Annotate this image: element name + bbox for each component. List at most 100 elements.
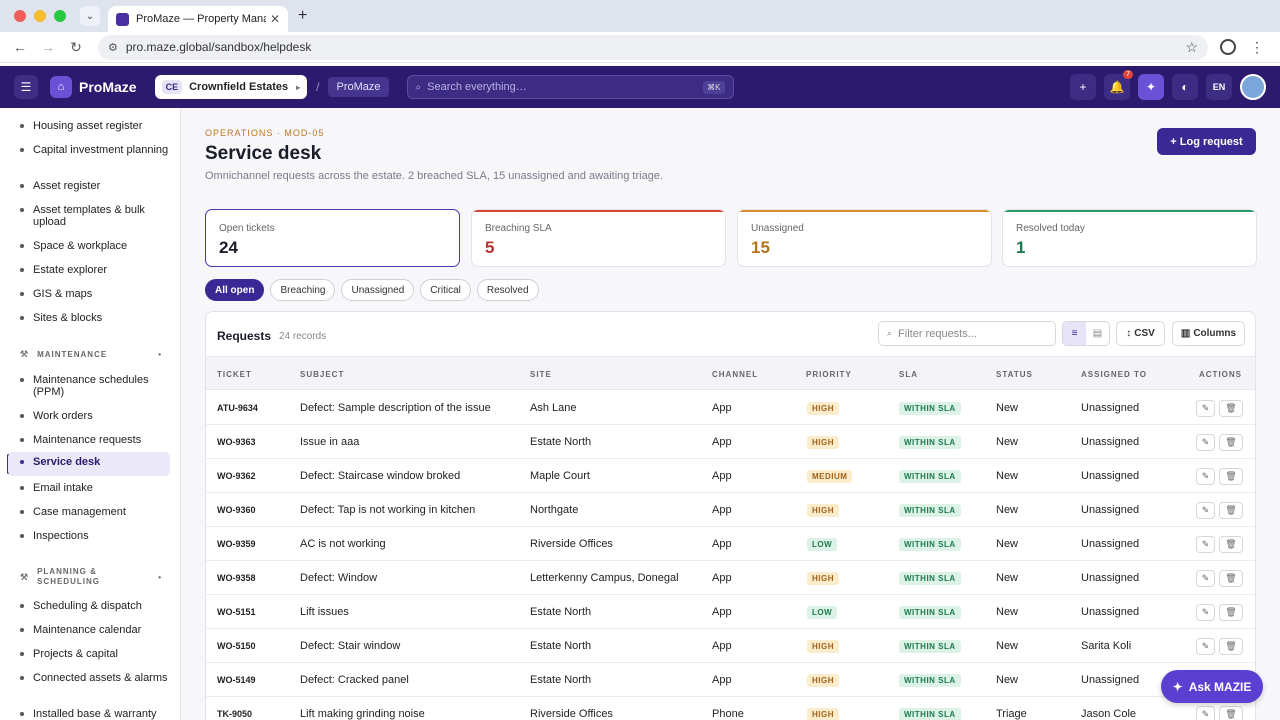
column-header-channel[interactable]: CHANNEL: [712, 370, 759, 379]
ai-assistant-button[interactable]: ✦: [1138, 74, 1164, 100]
table-row[interactable]: WO-5149 Defect: Cracked panel Estate North…: [206, 663, 1255, 697]
estate-switcher[interactable]: CE Crownfield Estates ▸: [154, 75, 308, 99]
sidebar-item-case-management[interactable]: Case management: [8, 502, 170, 522]
menu-toggle-icon[interactable]: ☰: [14, 75, 38, 99]
table-row[interactable]: WO-9359 AC is not working Riverside Office…: [206, 527, 1255, 561]
filter-chip-breaching[interactable]: Breaching: [270, 279, 336, 301]
ask-mazie-button[interactable]: ✦ Ask MAZIE: [1161, 670, 1263, 703]
sidebar-item-asset-register[interactable]: Asset register: [8, 176, 170, 196]
column-header-ticket[interactable]: TICKET: [217, 370, 252, 379]
sidebar-group-maintenance[interactable]: ⚒ MAINTENANCE •: [20, 349, 162, 360]
sidebar-item-ppm[interactable]: Maintenance schedules (PPM): [8, 370, 170, 402]
user-avatar[interactable]: [1240, 74, 1266, 100]
filter-chip-unassigned[interactable]: Unassigned: [341, 279, 415, 301]
delete-icon[interactable]: 🗑: [1219, 502, 1243, 519]
sidebar-item-service-desk[interactable]: Service desk: [8, 452, 170, 476]
table-row[interactable]: WO-9363 Issue in aaa Estate North App HIGH WI…: [206, 425, 1255, 459]
sidebar-item-work-orders[interactable]: Work orders: [8, 406, 170, 426]
delete-icon[interactable]: 🗑: [1219, 434, 1243, 451]
table-row[interactable]: WO-5150 Defect: Stair window Estate North A…: [206, 629, 1255, 663]
table-row[interactable]: WO-9360 Defect: Tap is not working in kit…: [206, 493, 1255, 527]
delete-icon[interactable]: 🗑: [1219, 706, 1243, 720]
table-row[interactable]: ATU-9634 Defect: Sample description of th…: [206, 391, 1255, 425]
edit-icon[interactable]: ✎: [1196, 604, 1215, 621]
delete-icon[interactable]: 🗑: [1219, 400, 1243, 417]
sidebar-item-email-intake[interactable]: Email intake: [8, 478, 170, 498]
column-header-site[interactable]: SITE: [530, 370, 552, 379]
sidebar-item-scheduling-dispatch[interactable]: Scheduling & dispatch: [8, 596, 170, 616]
stat-breaching-sla[interactable]: Breaching SLA 5: [471, 209, 726, 267]
ticket-id: WO-9363: [217, 437, 256, 447]
sidebar-item-inspections[interactable]: Inspections: [8, 526, 170, 546]
log-request-button[interactable]: + Log request: [1157, 128, 1256, 155]
close-tab-icon[interactable]: ✕: [269, 12, 280, 26]
delete-icon[interactable]: 🗑: [1219, 570, 1243, 587]
sidebar-item-space-workplace[interactable]: Space & workplace: [8, 236, 170, 256]
tab-search-button[interactable]: ⌄: [80, 6, 100, 26]
sidebar-item-sites-blocks[interactable]: Sites & blocks: [8, 308, 170, 328]
sidebar-item-installed-base[interactable]: Installed base & warranty: [8, 704, 170, 720]
sidebar-item-capital-investment[interactable]: Capital investment planning: [8, 140, 170, 160]
global-search-input[interactable]: ⌕ Search everything… ⌘K: [406, 75, 734, 99]
stat-unassigned[interactable]: Unassigned 15: [737, 209, 992, 267]
maximize-window-button[interactable]: [54, 10, 66, 22]
url-field[interactable]: ⚙ pro.maze.global/sandbox/helpdesk ☆: [98, 34, 1208, 60]
sidebar-item-asset-templates[interactable]: Asset templates & bulk upload: [8, 200, 170, 232]
edit-icon[interactable]: ✎: [1196, 468, 1215, 485]
table-row[interactable]: WO-9362 Defect: Staircase window broked Ma…: [206, 459, 1255, 493]
sidebar-item-maintenance-calendar[interactable]: Maintenance calendar: [8, 620, 170, 640]
sidebar-item-maintenance-requests[interactable]: Maintenance requests: [8, 430, 170, 450]
bookmark-star-icon[interactable]: ☆: [1185, 38, 1198, 55]
list-view-icon[interactable]: ≡: [1063, 322, 1086, 345]
edit-icon[interactable]: ✎: [1196, 638, 1215, 655]
edit-icon[interactable]: ✎: [1196, 536, 1215, 553]
theme-toggle-button[interactable]: ◐: [1172, 74, 1198, 100]
column-header-priority[interactable]: PRIORITY: [806, 370, 852, 379]
column-header-assigned[interactable]: ASSIGNED TO: [1081, 370, 1147, 379]
filter-chip-resolved[interactable]: Resolved: [476, 279, 539, 301]
filter-chip-critical[interactable]: Critical: [420, 279, 471, 301]
add-button[interactable]: +: [1070, 74, 1096, 100]
edit-icon[interactable]: ✎: [1196, 502, 1215, 519]
minimize-window-button[interactable]: [34, 10, 46, 22]
back-icon[interactable]: ←: [13, 39, 27, 55]
filter-requests-input[interactable]: ⌕ Filter requests...: [878, 321, 1056, 346]
new-tab-icon[interactable]: +: [298, 7, 308, 24]
sidebar-item-gis-maps[interactable]: GIS & maps: [8, 284, 170, 304]
site-settings-icon[interactable]: ⚙: [108, 41, 118, 54]
reload-icon[interactable]: ↻: [70, 38, 82, 55]
csv-export-button[interactable]: ↕ CSV: [1116, 321, 1165, 346]
columns-button[interactable]: ▥ Columns: [1172, 321, 1245, 346]
sidebar-item-projects-capital[interactable]: Projects & capital: [8, 644, 170, 664]
browser-menu-icon[interactable]: ⋮: [1250, 38, 1264, 55]
column-header-subject[interactable]: SUBJECT: [300, 370, 345, 379]
delete-icon[interactable]: 🗑: [1219, 638, 1243, 655]
sidebar-item-estate-explorer[interactable]: Estate explorer: [8, 260, 170, 280]
stat-open-tickets[interactable]: Open tickets 24: [205, 209, 460, 267]
sidebar-item-housing-asset-register[interactable]: Housing asset register: [8, 116, 170, 136]
column-header-status[interactable]: STATUS: [996, 370, 1033, 379]
profile-icon[interactable]: [1220, 39, 1236, 55]
stat-resolved-today[interactable]: Resolved today 1: [1002, 209, 1257, 267]
delete-icon[interactable]: 🗑: [1219, 604, 1243, 621]
sidebar-item-connected-assets[interactable]: Connected assets & alarms: [8, 668, 170, 688]
table-row[interactable]: WO-5151 Lift issues Estate North App LOW WITH…: [206, 595, 1255, 629]
notifications-button[interactable]: 🔔 7: [1104, 70, 1133, 100]
edit-icon[interactable]: ✎: [1196, 706, 1215, 720]
forward-icon[interactable]: →: [41, 39, 55, 55]
close-window-button[interactable]: [14, 10, 26, 22]
delete-icon[interactable]: 🗑: [1219, 468, 1243, 485]
grid-view-icon[interactable]: ▤: [1092, 328, 1103, 339]
edit-icon[interactable]: ✎: [1196, 434, 1215, 451]
delete-icon[interactable]: 🗑: [1219, 536, 1243, 553]
filter-chip-all-open[interactable]: All open: [205, 279, 265, 301]
browser-tab[interactable]: ProMaze — Property Managem… ✕: [108, 6, 288, 32]
edit-icon[interactable]: ✎: [1196, 570, 1215, 587]
sidebar-group-planning[interactable]: ⚒ PLANNING & SCHEDULING •: [20, 567, 162, 587]
language-button[interactable]: EN: [1206, 74, 1232, 100]
breadcrumb-promaze[interactable]: ProMaze: [328, 77, 389, 97]
column-header-sla[interactable]: SLA: [899, 370, 918, 379]
table-row[interactable]: WO-9358 Defect: Window Letterkenny Campus,…: [206, 561, 1255, 595]
table-row[interactable]: TK-9050 Lift making grinding noise Riversi…: [206, 697, 1255, 720]
edit-icon[interactable]: ✎: [1196, 400, 1215, 417]
